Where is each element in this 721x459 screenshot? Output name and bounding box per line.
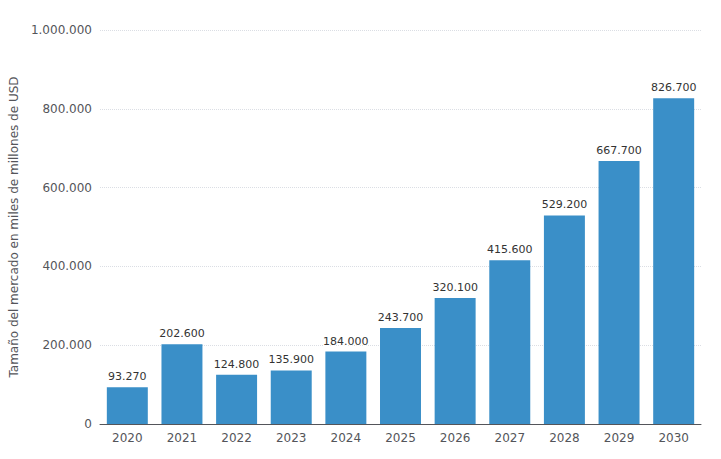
svg-text:667.700: 667.700	[596, 144, 642, 157]
svg-text:600.000: 600.000	[42, 181, 92, 195]
svg-text:400.000: 400.000	[42, 259, 92, 273]
svg-text:2030: 2030	[658, 431, 689, 445]
svg-text:2029: 2029	[604, 431, 635, 445]
svg-text:2024: 2024	[331, 431, 362, 445]
svg-text:184.000: 184.000	[323, 335, 369, 348]
svg-text:2026: 2026	[440, 431, 471, 445]
svg-text:2028: 2028	[549, 431, 580, 445]
svg-text:93.270: 93.270	[108, 370, 147, 383]
svg-text:826.700: 826.700	[651, 81, 697, 94]
svg-text:Tamaño del mercado en miles de: Tamaño del mercado en miles de millones …	[7, 76, 21, 378]
svg-text:2025: 2025	[385, 431, 416, 445]
svg-text:320.100: 320.100	[432, 281, 478, 294]
svg-text:2021: 2021	[167, 431, 198, 445]
svg-text:200.000: 200.000	[42, 338, 92, 352]
svg-text:529.200: 529.200	[542, 198, 588, 211]
svg-text:2023: 2023	[276, 431, 307, 445]
svg-text:1.000.000: 1.000.000	[31, 23, 92, 37]
svg-text:135.900: 135.900	[268, 353, 314, 366]
svg-text:800.000: 800.000	[42, 102, 92, 116]
svg-text:415.600: 415.600	[487, 243, 533, 256]
svg-text:2022: 2022	[221, 431, 252, 445]
svg-text:2027: 2027	[494, 431, 525, 445]
svg-text:202.600: 202.600	[159, 327, 205, 340]
svg-text:2020: 2020	[112, 431, 143, 445]
svg-text:243.700: 243.700	[378, 311, 424, 324]
svg-text:124.800: 124.800	[214, 358, 259, 371]
svg-text:0: 0	[84, 417, 92, 431]
